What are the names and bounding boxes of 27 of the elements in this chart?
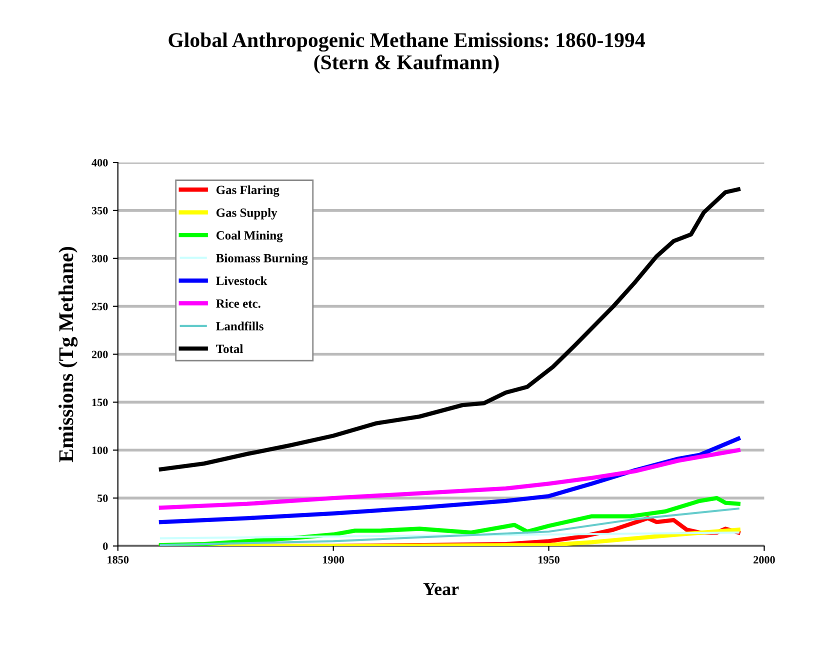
line-series: [158, 187, 740, 472]
y-tick-label: 250: [92, 302, 108, 310]
x-tick-label: 1950: [538, 556, 560, 564]
legend-label: Gas Flaring: [216, 185, 280, 197]
y-tick-label: 0: [103, 542, 108, 550]
chart-title: Global Anthropogenic Methane Emissions: 1860-1994 (Stern & Kaufmann): [168, 32, 645, 74]
legend-label: Coal Mining: [216, 230, 283, 242]
line-series: [160, 508, 740, 546]
y-tick-label: 400: [92, 158, 108, 166]
y-tick-label: 300: [92, 254, 108, 262]
line-series: [158, 448, 740, 510]
y-axis-title: Emissions (Tg Methane): [58, 246, 78, 462]
x-tick-label: 1850: [108, 556, 129, 564]
x-tick-label: 2000: [754, 556, 775, 564]
y-tick-label: 50: [97, 494, 108, 502]
legend-label: Gas Supply: [216, 208, 278, 220]
legend-label: Rice etc.: [216, 298, 260, 308]
legend-label: Livestock: [216, 276, 268, 286]
y-tick-label: 100: [92, 446, 108, 454]
legend-label: Landfills: [216, 322, 264, 330]
y-tick-label: 150: [92, 398, 108, 406]
legend-label: Biomass Burning: [216, 254, 308, 265]
y-tick-label: 350: [92, 206, 108, 214]
x-axis-title: Year: [423, 583, 459, 596]
legend-label: Total: [216, 344, 243, 354]
y-tick-label: 200: [92, 350, 108, 358]
x-tick-label: 1900: [323, 556, 344, 564]
